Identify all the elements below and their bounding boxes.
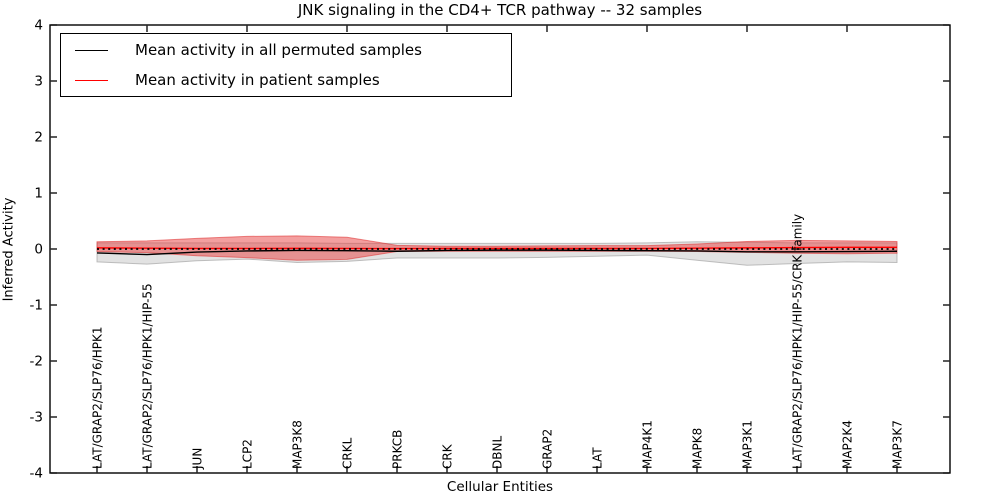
y-tick-label: 4 [34,18,43,34]
x-tick-label: CRK [441,443,455,469]
y-tick-label: -4 [30,466,43,482]
legend-item-patient: Mean activity in patient samples [61,65,511,95]
x-tick-label: MAP3K8 [291,420,305,469]
x-tick-label: DBNL [491,436,505,469]
red-line-swatch [75,79,108,81]
chart-title: JNK signaling in the CD4+ TCR pathway --… [297,1,703,19]
axes-frame [49,24,951,474]
x-axis-label: Cellular Entities [446,479,554,495]
x-tick-label: GRAP2 [541,429,555,469]
x-tick-label: MAPK8 [691,428,705,469]
y-tick-label: 2 [34,130,43,146]
legend-label-permuted: Mean activity in all permuted samples [135,41,422,59]
x-tick-label: MAP4K1 [641,420,655,469]
x-tick-label: LAT/GRAP2/SLP76/HPK1 [91,327,105,470]
y-tick-label: -3 [30,410,43,426]
black-line-swatch [75,49,108,51]
y-tick-label: 3 [34,74,43,90]
patient-mean-line [96,246,897,250]
y-axis-label: Inferred Activity [1,197,17,302]
y-tick-label: 0 [34,242,43,258]
y-tick-label: -2 [30,354,43,370]
permuted-mean-line [96,249,898,256]
legend-label-patient: Mean activity in patient samples [135,71,380,89]
y-tick-label: -1 [30,298,43,314]
x-tick-label: MAP3K1 [741,420,755,469]
x-tick-label: JUN [191,448,205,470]
y-tick-label: 1 [34,186,43,202]
legend-item-permuted: Mean activity in all permuted samples [61,35,511,65]
x-tick-label: LCP2 [241,439,255,469]
x-tick-label: MAP2K4 [841,420,855,469]
legend-box: Mean activity in all permuted samples Me… [60,33,512,97]
x-tick-label: MAP3K7 [891,420,905,469]
x-tick-label: CRKL [341,437,355,469]
x-tick-label: LAT/GRAP2/SLP76/HPK1/HIP-55/CRK family [791,214,805,469]
x-tick-label: LAT [591,447,605,469]
x-tick-label: LAT/GRAP2/SLP76/HPK1/HIP-55 [141,283,155,469]
x-tick-label: PRKCB [391,430,405,469]
